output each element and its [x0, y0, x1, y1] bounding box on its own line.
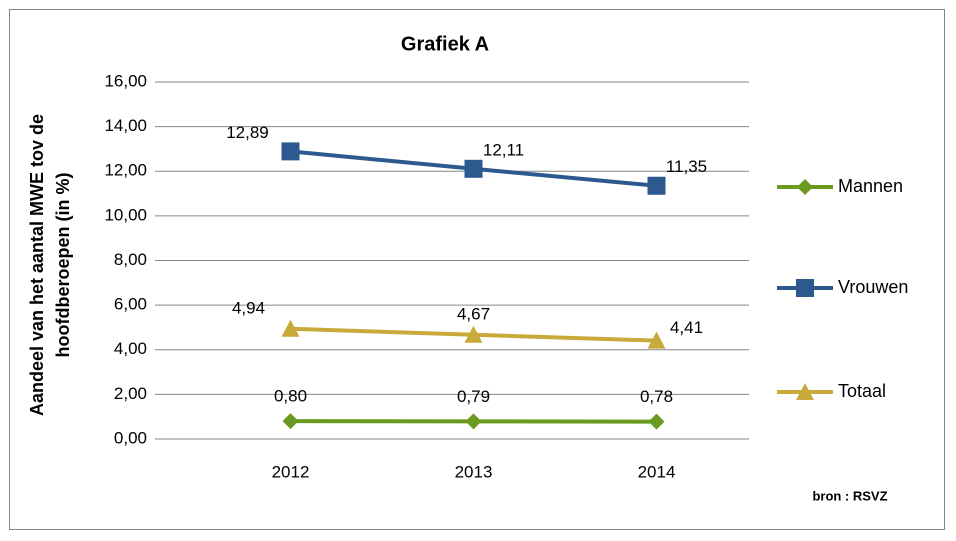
y-axis-label: hoofdberoepen (in %)	[53, 173, 73, 358]
data-label: 4,41	[670, 318, 703, 337]
y-tick-label: 0,00	[114, 428, 147, 447]
marker	[647, 331, 666, 349]
data-label: 12,11	[483, 140, 524, 159]
data-label: 12,89	[226, 123, 269, 142]
legend-label: Vrouwen	[838, 277, 908, 297]
y-tick-label: 10,00	[104, 205, 147, 224]
chart-border	[9, 9, 945, 530]
data-label: 0,80	[274, 387, 307, 406]
y-tick-label: 6,00	[114, 295, 147, 314]
data-label: 4,94	[232, 298, 265, 317]
chart-title: Grafiek A	[401, 33, 489, 55]
legend-label: Totaal	[838, 381, 886, 401]
x-tick-label: 2012	[272, 462, 310, 481]
marker	[796, 383, 814, 400]
data-label: 0,78	[640, 387, 673, 406]
marker	[647, 176, 666, 195]
marker	[464, 325, 483, 343]
source-note: bron : RSVZ	[812, 488, 887, 503]
data-label: 11,35	[666, 157, 707, 176]
legend-label: Mannen	[838, 176, 903, 196]
x-tick-label: 2013	[455, 462, 493, 481]
marker	[282, 413, 299, 430]
marker	[281, 142, 300, 161]
y-tick-label: 8,00	[114, 250, 147, 269]
y-tick-label: 16,00	[104, 71, 147, 90]
y-tick-label: 14,00	[104, 116, 147, 135]
y-tick-label: 2,00	[114, 384, 147, 403]
marker	[464, 159, 483, 178]
marker	[465, 413, 482, 430]
marker	[797, 179, 813, 195]
x-tick-label: 2014	[638, 462, 676, 481]
y-axis-label: Aandeel van het aantal MWE tov de	[27, 114, 47, 416]
y-tick-label: 12,00	[104, 161, 147, 180]
marker	[796, 279, 814, 297]
data-label: 4,67	[457, 304, 490, 323]
data-label: 0,79	[457, 387, 490, 406]
y-tick-label: 4,00	[114, 339, 147, 358]
marker	[281, 319, 300, 337]
marker	[648, 413, 665, 430]
